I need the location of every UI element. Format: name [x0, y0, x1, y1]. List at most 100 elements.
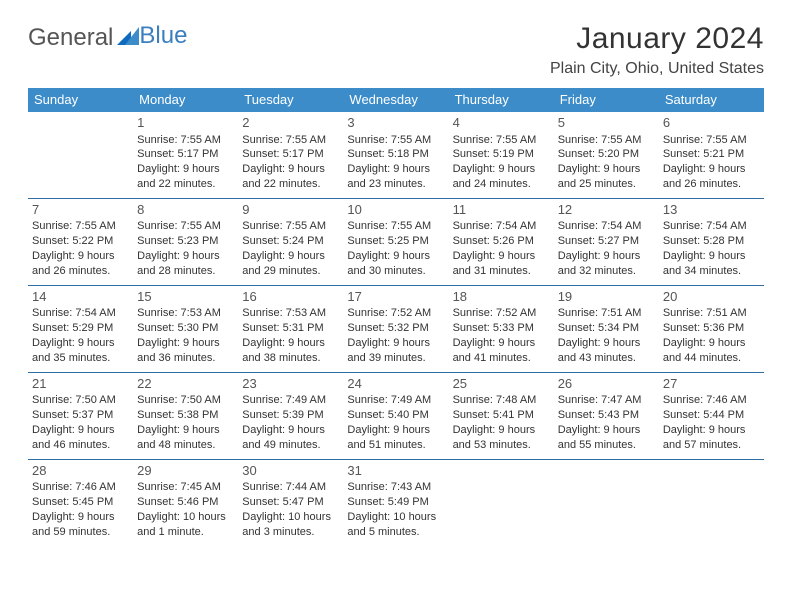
- day-detail-line: Sunset: 5:49 PM: [347, 495, 444, 510]
- day-detail-line: Sunrise: 7:43 AM: [347, 480, 444, 495]
- day-detail-line: Sunrise: 7:45 AM: [137, 480, 234, 495]
- day-cell: 3Sunrise: 7:55 AMSunset: 5:18 PMDaylight…: [343, 112, 448, 198]
- day-detail-line: and 26 minutes.: [663, 177, 760, 192]
- day-cell: 28Sunrise: 7:46 AMSunset: 5:45 PMDayligh…: [28, 460, 133, 546]
- day-number: 19: [558, 288, 655, 306]
- weekday-header: Thursday: [449, 88, 554, 112]
- day-cell: 25Sunrise: 7:48 AMSunset: 5:41 PMDayligh…: [449, 373, 554, 459]
- day-number: 15: [137, 288, 234, 306]
- day-detail-line: Daylight: 9 hours: [558, 162, 655, 177]
- day-detail-line: Sunrise: 7:51 AM: [558, 306, 655, 321]
- day-detail-line: Sunrise: 7:50 AM: [137, 393, 234, 408]
- day-detail-line: Daylight: 10 hours: [347, 510, 444, 525]
- day-detail-line: and 59 minutes.: [32, 525, 129, 540]
- weekday-header-row: Sunday Monday Tuesday Wednesday Thursday…: [28, 88, 764, 112]
- day-detail-line: Daylight: 9 hours: [558, 423, 655, 438]
- day-detail-line: Daylight: 9 hours: [558, 336, 655, 351]
- day-detail-line: Sunrise: 7:46 AM: [663, 393, 760, 408]
- day-number: 10: [347, 201, 444, 219]
- week-row: 21Sunrise: 7:50 AMSunset: 5:37 PMDayligh…: [28, 373, 764, 460]
- day-detail-line: Sunset: 5:32 PM: [347, 321, 444, 336]
- day-detail-line: Daylight: 9 hours: [347, 336, 444, 351]
- week-row: 7Sunrise: 7:55 AMSunset: 5:22 PMDaylight…: [28, 199, 764, 286]
- day-cell: [28, 112, 133, 198]
- day-cell: 27Sunrise: 7:46 AMSunset: 5:44 PMDayligh…: [659, 373, 764, 459]
- logo-mark-icon: [117, 24, 139, 52]
- day-detail-line: Daylight: 9 hours: [558, 249, 655, 264]
- day-detail-line: and 57 minutes.: [663, 438, 760, 453]
- day-detail-line: Sunset: 5:39 PM: [242, 408, 339, 423]
- day-number: 13: [663, 201, 760, 219]
- day-detail-line: Sunset: 5:24 PM: [242, 234, 339, 249]
- calendar-page: General Blue January 2024 Plain City, Oh…: [0, 0, 792, 556]
- day-detail-line: and 22 minutes.: [242, 177, 339, 192]
- week-row: 28Sunrise: 7:46 AMSunset: 5:45 PMDayligh…: [28, 460, 764, 546]
- day-detail-line: Sunrise: 7:53 AM: [242, 306, 339, 321]
- day-detail-line: Sunrise: 7:54 AM: [663, 219, 760, 234]
- title-block: January 2024 Plain City, Ohio, United St…: [550, 22, 764, 78]
- day-number: 25: [453, 375, 550, 393]
- day-cell: 7Sunrise: 7:55 AMSunset: 5:22 PMDaylight…: [28, 199, 133, 285]
- weekday-header: Monday: [133, 88, 238, 112]
- day-cell: 23Sunrise: 7:49 AMSunset: 5:39 PMDayligh…: [238, 373, 343, 459]
- day-detail-line: and 28 minutes.: [137, 264, 234, 279]
- calendar-grid: Sunday Monday Tuesday Wednesday Thursday…: [28, 88, 764, 546]
- day-detail-line: Sunrise: 7:50 AM: [32, 393, 129, 408]
- day-number: 5: [558, 114, 655, 132]
- day-detail-line: Daylight: 9 hours: [32, 423, 129, 438]
- day-detail-line: Daylight: 9 hours: [32, 249, 129, 264]
- day-detail-line: Sunset: 5:20 PM: [558, 147, 655, 162]
- day-detail-line: Sunrise: 7:55 AM: [347, 133, 444, 148]
- day-detail-line: Sunset: 5:22 PM: [32, 234, 129, 249]
- day-detail-line: Daylight: 9 hours: [347, 162, 444, 177]
- day-detail-line: and 22 minutes.: [137, 177, 234, 192]
- day-detail-line: Sunset: 5:36 PM: [663, 321, 760, 336]
- page-header: General Blue January 2024 Plain City, Oh…: [28, 22, 764, 78]
- day-number: 23: [242, 375, 339, 393]
- day-cell: 13Sunrise: 7:54 AMSunset: 5:28 PMDayligh…: [659, 199, 764, 285]
- day-cell: 11Sunrise: 7:54 AMSunset: 5:26 PMDayligh…: [449, 199, 554, 285]
- day-detail-line: Sunrise: 7:54 AM: [558, 219, 655, 234]
- day-detail-line: and 5 minutes.: [347, 525, 444, 540]
- day-detail-line: Sunset: 5:17 PM: [242, 147, 339, 162]
- day-number: 12: [558, 201, 655, 219]
- day-detail-line: and 48 minutes.: [137, 438, 234, 453]
- day-number: 26: [558, 375, 655, 393]
- day-detail-line: Daylight: 9 hours: [242, 249, 339, 264]
- day-number: 28: [32, 462, 129, 480]
- day-detail-line: Sunset: 5:28 PM: [663, 234, 760, 249]
- day-detail-line: Daylight: 10 hours: [242, 510, 339, 525]
- day-detail-line: and 51 minutes.: [347, 438, 444, 453]
- day-cell: [659, 460, 764, 546]
- day-detail-line: Daylight: 9 hours: [242, 423, 339, 438]
- day-detail-line: Sunrise: 7:53 AM: [137, 306, 234, 321]
- logo-text-a: General: [28, 24, 113, 52]
- day-cell: 10Sunrise: 7:55 AMSunset: 5:25 PMDayligh…: [343, 199, 448, 285]
- day-detail-line: Sunset: 5:43 PM: [558, 408, 655, 423]
- day-detail-line: Sunrise: 7:55 AM: [558, 133, 655, 148]
- day-detail-line: and 1 minute.: [137, 525, 234, 540]
- weekday-header: Wednesday: [343, 88, 448, 112]
- day-detail-line: Sunset: 5:18 PM: [347, 147, 444, 162]
- day-detail-line: and 25 minutes.: [558, 177, 655, 192]
- day-number: 11: [453, 201, 550, 219]
- day-detail-line: Daylight: 9 hours: [663, 423, 760, 438]
- day-detail-line: Sunrise: 7:55 AM: [242, 133, 339, 148]
- day-detail-line: Sunrise: 7:51 AM: [663, 306, 760, 321]
- day-detail-line: Daylight: 9 hours: [453, 162, 550, 177]
- day-detail-line: Sunset: 5:46 PM: [137, 495, 234, 510]
- day-detail-line: Daylight: 10 hours: [137, 510, 234, 525]
- day-detail-line: Sunset: 5:38 PM: [137, 408, 234, 423]
- day-number: 7: [32, 201, 129, 219]
- day-cell: 31Sunrise: 7:43 AMSunset: 5:49 PMDayligh…: [343, 460, 448, 546]
- day-detail-line: Daylight: 9 hours: [32, 336, 129, 351]
- day-detail-line: Daylight: 9 hours: [32, 510, 129, 525]
- day-detail-line: Daylight: 9 hours: [663, 249, 760, 264]
- day-detail-line: Sunset: 5:17 PM: [137, 147, 234, 162]
- day-number: 8: [137, 201, 234, 219]
- day-detail-line: Sunset: 5:40 PM: [347, 408, 444, 423]
- day-cell: 19Sunrise: 7:51 AMSunset: 5:34 PMDayligh…: [554, 286, 659, 372]
- day-detail-line: Sunrise: 7:52 AM: [453, 306, 550, 321]
- day-detail-line: Sunset: 5:33 PM: [453, 321, 550, 336]
- day-detail-line: Daylight: 9 hours: [347, 249, 444, 264]
